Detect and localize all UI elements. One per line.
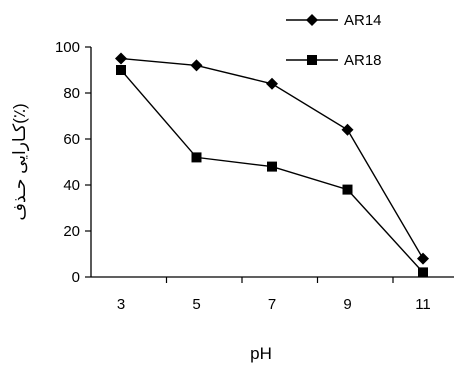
y-ticks: 0 20 40 60 80 100: [55, 39, 91, 286]
x-tick-label: 7: [268, 296, 276, 313]
x-tick-label: 5: [192, 296, 200, 313]
series-ar14: [115, 52, 429, 265]
x-tick-label: 9: [343, 296, 351, 313]
y-tick-label: 0: [72, 269, 80, 286]
legend-marker-ar18: [307, 55, 317, 65]
y-tick-label: 20: [63, 223, 80, 240]
legend-item-ar14: AR14: [286, 12, 382, 29]
data-point-ar18: [267, 161, 277, 172]
data-point-ar18: [191, 152, 202, 163]
data-point-ar14: [341, 123, 354, 136]
x-tick-label: 11: [415, 296, 431, 313]
legend-marker-ar14: [306, 14, 318, 26]
data-point-ar14: [115, 52, 127, 65]
x-tick-label: 3: [117, 296, 125, 313]
legend: AR14 AR18: [286, 12, 382, 69]
data-point-ar18: [342, 184, 353, 195]
data-point-ar18: [116, 65, 126, 75]
data-point-ar14: [417, 252, 429, 265]
y-axis-title: کـارایی حـذف(٪): [10, 103, 30, 220]
data-point-ar14: [266, 77, 278, 90]
series-layer: [115, 52, 429, 278]
data-point-ar18: [418, 267, 428, 278]
y-tick-label: 40: [63, 177, 80, 194]
x-ticks: 3 5 7 9 11: [117, 277, 431, 313]
y-tick-label: 80: [63, 85, 80, 102]
legend-label-ar18: AR18: [344, 52, 382, 69]
legend-item-ar18: AR18: [286, 52, 382, 69]
y-tick-label: 100: [55, 39, 80, 56]
y-tick-label: 60: [63, 131, 80, 148]
series-ar18: [116, 65, 428, 278]
data-point-ar14: [190, 59, 203, 72]
legend-label-ar14: AR14: [344, 12, 382, 29]
x-axis-title: pH: [250, 344, 272, 363]
